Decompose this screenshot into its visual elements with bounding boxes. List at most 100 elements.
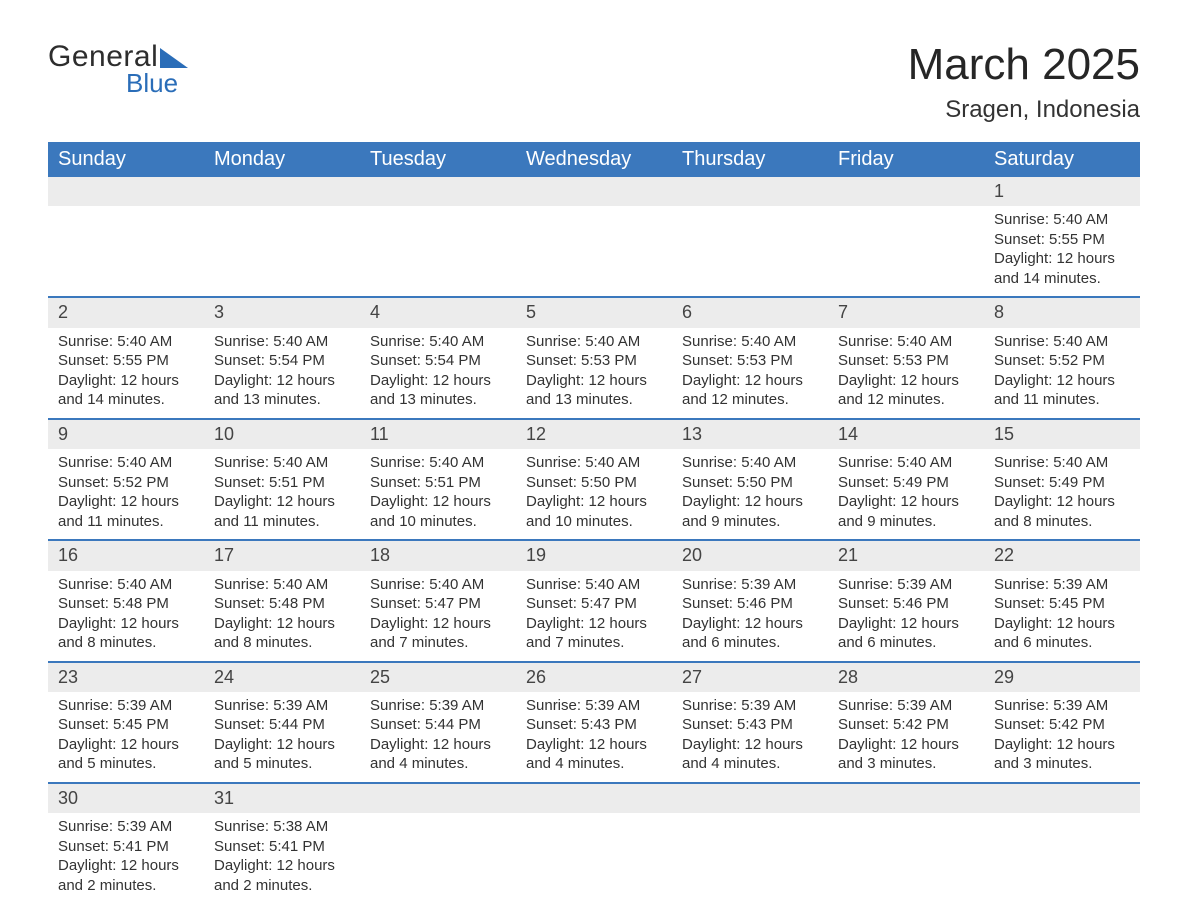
day-details — [672, 206, 828, 276]
day-sr: Sunrise: 5:39 AM — [838, 696, 974, 716]
day-number: 11 — [360, 420, 516, 449]
day-d2: and 6 minutes. — [838, 633, 974, 653]
calendar-day-cell: 24Sunrise: 5:39 AMSunset: 5:44 PMDayligh… — [204, 662, 360, 783]
day-sr: Sunrise: 5:39 AM — [994, 575, 1130, 595]
day-ss: Sunset: 5:44 PM — [370, 715, 506, 735]
day-details: Sunrise: 5:39 AMSunset: 5:46 PMDaylight:… — [828, 571, 984, 661]
day-ss: Sunset: 5:50 PM — [526, 473, 662, 493]
day-details: Sunrise: 5:39 AMSunset: 5:44 PMDaylight:… — [360, 692, 516, 782]
day-number: 2 — [48, 298, 204, 327]
day-d2: and 10 minutes. — [526, 512, 662, 532]
day-d2: and 10 minutes. — [370, 512, 506, 532]
day-details: Sunrise: 5:40 AMSunset: 5:53 PMDaylight:… — [672, 328, 828, 418]
day-d2: and 12 minutes. — [838, 390, 974, 410]
day-number: 4 — [360, 298, 516, 327]
day-d1: Daylight: 12 hours — [994, 735, 1130, 755]
day-d1: Daylight: 12 hours — [526, 735, 662, 755]
day-ss: Sunset: 5:54 PM — [370, 351, 506, 371]
calendar-day-cell: 20Sunrise: 5:39 AMSunset: 5:46 PMDayligh… — [672, 540, 828, 661]
title-block: March 2025 Sragen, Indonesia — [908, 40, 1140, 124]
day-details: Sunrise: 5:40 AMSunset: 5:51 PMDaylight:… — [204, 449, 360, 539]
day-d2: and 2 minutes. — [214, 876, 350, 896]
day-details — [828, 206, 984, 276]
day-details: Sunrise: 5:39 AMSunset: 5:43 PMDaylight:… — [516, 692, 672, 782]
day-number — [360, 784, 516, 813]
calendar-day-cell: 27Sunrise: 5:39 AMSunset: 5:43 PMDayligh… — [672, 662, 828, 783]
calendar-day-cell: 10Sunrise: 5:40 AMSunset: 5:51 PMDayligh… — [204, 419, 360, 540]
day-details: Sunrise: 5:40 AMSunset: 5:53 PMDaylight:… — [828, 328, 984, 418]
calendar-day-cell: 14Sunrise: 5:40 AMSunset: 5:49 PMDayligh… — [828, 419, 984, 540]
day-ss: Sunset: 5:42 PM — [994, 715, 1130, 735]
day-ss: Sunset: 5:42 PM — [838, 715, 974, 735]
calendar-day-cell — [828, 177, 984, 297]
day-number — [828, 177, 984, 206]
day-number: 18 — [360, 541, 516, 570]
day-sr: Sunrise: 5:40 AM — [370, 575, 506, 595]
day-details: Sunrise: 5:39 AMSunset: 5:42 PMDaylight:… — [984, 692, 1140, 782]
day-sr: Sunrise: 5:40 AM — [214, 575, 350, 595]
day-d1: Daylight: 12 hours — [58, 492, 194, 512]
day-sr: Sunrise: 5:38 AM — [214, 817, 350, 837]
day-details: Sunrise: 5:40 AMSunset: 5:47 PMDaylight:… — [360, 571, 516, 661]
day-d2: and 13 minutes. — [526, 390, 662, 410]
day-d2: and 8 minutes. — [994, 512, 1130, 532]
day-d1: Daylight: 12 hours — [682, 371, 818, 391]
calendar-day-cell: 28Sunrise: 5:39 AMSunset: 5:42 PMDayligh… — [828, 662, 984, 783]
day-number: 22 — [984, 541, 1140, 570]
day-ss: Sunset: 5:51 PM — [370, 473, 506, 493]
day-details — [204, 206, 360, 276]
day-number: 19 — [516, 541, 672, 570]
day-d1: Daylight: 12 hours — [370, 614, 506, 634]
day-d2: and 4 minutes. — [682, 754, 818, 774]
logo-text-blue: Blue — [126, 68, 178, 99]
day-details: Sunrise: 5:40 AMSunset: 5:55 PMDaylight:… — [48, 328, 204, 418]
day-sr: Sunrise: 5:40 AM — [58, 453, 194, 473]
calendar-day-cell: 1Sunrise: 5:40 AMSunset: 5:55 PMDaylight… — [984, 177, 1140, 297]
day-details: Sunrise: 5:39 AMSunset: 5:45 PMDaylight:… — [984, 571, 1140, 661]
day-d1: Daylight: 12 hours — [370, 492, 506, 512]
day-sr: Sunrise: 5:40 AM — [526, 332, 662, 352]
day-d1: Daylight: 12 hours — [994, 614, 1130, 634]
calendar-day-cell: 26Sunrise: 5:39 AMSunset: 5:43 PMDayligh… — [516, 662, 672, 783]
day-number: 13 — [672, 420, 828, 449]
day-details — [360, 206, 516, 276]
day-d2: and 14 minutes. — [58, 390, 194, 410]
day-sr: Sunrise: 5:40 AM — [994, 453, 1130, 473]
day-d2: and 11 minutes. — [214, 512, 350, 532]
weekday-header: Saturday — [984, 142, 1140, 177]
day-number: 6 — [672, 298, 828, 327]
weekday-header: Thursday — [672, 142, 828, 177]
day-number — [672, 177, 828, 206]
calendar-week: 23Sunrise: 5:39 AMSunset: 5:45 PMDayligh… — [48, 662, 1140, 783]
logo: General Blue — [48, 40, 188, 99]
day-sr: Sunrise: 5:40 AM — [994, 332, 1130, 352]
calendar-day-cell: 16Sunrise: 5:40 AMSunset: 5:48 PMDayligh… — [48, 540, 204, 661]
calendar-day-cell: 5Sunrise: 5:40 AMSunset: 5:53 PMDaylight… — [516, 297, 672, 418]
day-number: 5 — [516, 298, 672, 327]
calendar-day-cell: 25Sunrise: 5:39 AMSunset: 5:44 PMDayligh… — [360, 662, 516, 783]
day-d2: and 6 minutes. — [994, 633, 1130, 653]
day-ss: Sunset: 5:43 PM — [526, 715, 662, 735]
day-number: 10 — [204, 420, 360, 449]
day-ss: Sunset: 5:46 PM — [682, 594, 818, 614]
day-sr: Sunrise: 5:40 AM — [214, 332, 350, 352]
day-details — [516, 813, 672, 883]
day-number: 20 — [672, 541, 828, 570]
day-ss: Sunset: 5:44 PM — [214, 715, 350, 735]
day-number: 29 — [984, 663, 1140, 692]
day-d1: Daylight: 12 hours — [838, 735, 974, 755]
calendar-day-cell: 21Sunrise: 5:39 AMSunset: 5:46 PMDayligh… — [828, 540, 984, 661]
day-d2: and 6 minutes. — [682, 633, 818, 653]
calendar-day-cell — [516, 177, 672, 297]
day-sr: Sunrise: 5:40 AM — [682, 332, 818, 352]
day-d1: Daylight: 12 hours — [370, 371, 506, 391]
day-d1: Daylight: 12 hours — [214, 492, 350, 512]
day-d1: Daylight: 12 hours — [526, 614, 662, 634]
day-number: 17 — [204, 541, 360, 570]
calendar-day-cell — [672, 783, 828, 903]
calendar-header: SundayMondayTuesdayWednesdayThursdayFrid… — [48, 142, 1140, 177]
day-d1: Daylight: 12 hours — [214, 735, 350, 755]
day-sr: Sunrise: 5:39 AM — [58, 696, 194, 716]
day-ss: Sunset: 5:48 PM — [214, 594, 350, 614]
day-ss: Sunset: 5:53 PM — [838, 351, 974, 371]
